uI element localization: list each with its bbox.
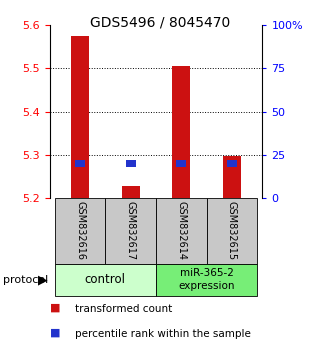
Bar bbox=[55, 198, 105, 264]
Text: ■: ■ bbox=[50, 327, 60, 337]
Text: ▶: ▶ bbox=[38, 273, 48, 286]
Bar bbox=[55, 264, 156, 296]
Bar bbox=[126, 160, 136, 167]
Bar bbox=[122, 186, 140, 198]
Text: miR-365-2
expression: miR-365-2 expression bbox=[179, 268, 235, 291]
Text: GDS5496 / 8045470: GDS5496 / 8045470 bbox=[90, 16, 230, 30]
Text: control: control bbox=[85, 273, 126, 286]
Bar bbox=[156, 264, 257, 296]
Bar bbox=[223, 156, 241, 198]
Text: protocol: protocol bbox=[3, 275, 48, 285]
Text: GSM832617: GSM832617 bbox=[126, 201, 136, 261]
Bar bbox=[71, 36, 89, 198]
Bar bbox=[156, 198, 207, 264]
Bar bbox=[105, 198, 156, 264]
Text: transformed count: transformed count bbox=[75, 304, 172, 314]
Bar bbox=[207, 198, 257, 264]
Text: GSM832616: GSM832616 bbox=[75, 201, 85, 261]
Text: ■: ■ bbox=[50, 303, 60, 313]
Text: GSM832615: GSM832615 bbox=[227, 201, 237, 261]
Text: percentile rank within the sample: percentile rank within the sample bbox=[75, 329, 251, 339]
Bar bbox=[172, 66, 190, 198]
Bar bbox=[176, 160, 186, 167]
Bar bbox=[75, 160, 85, 167]
Bar bbox=[227, 160, 237, 167]
Text: GSM832614: GSM832614 bbox=[176, 201, 186, 261]
